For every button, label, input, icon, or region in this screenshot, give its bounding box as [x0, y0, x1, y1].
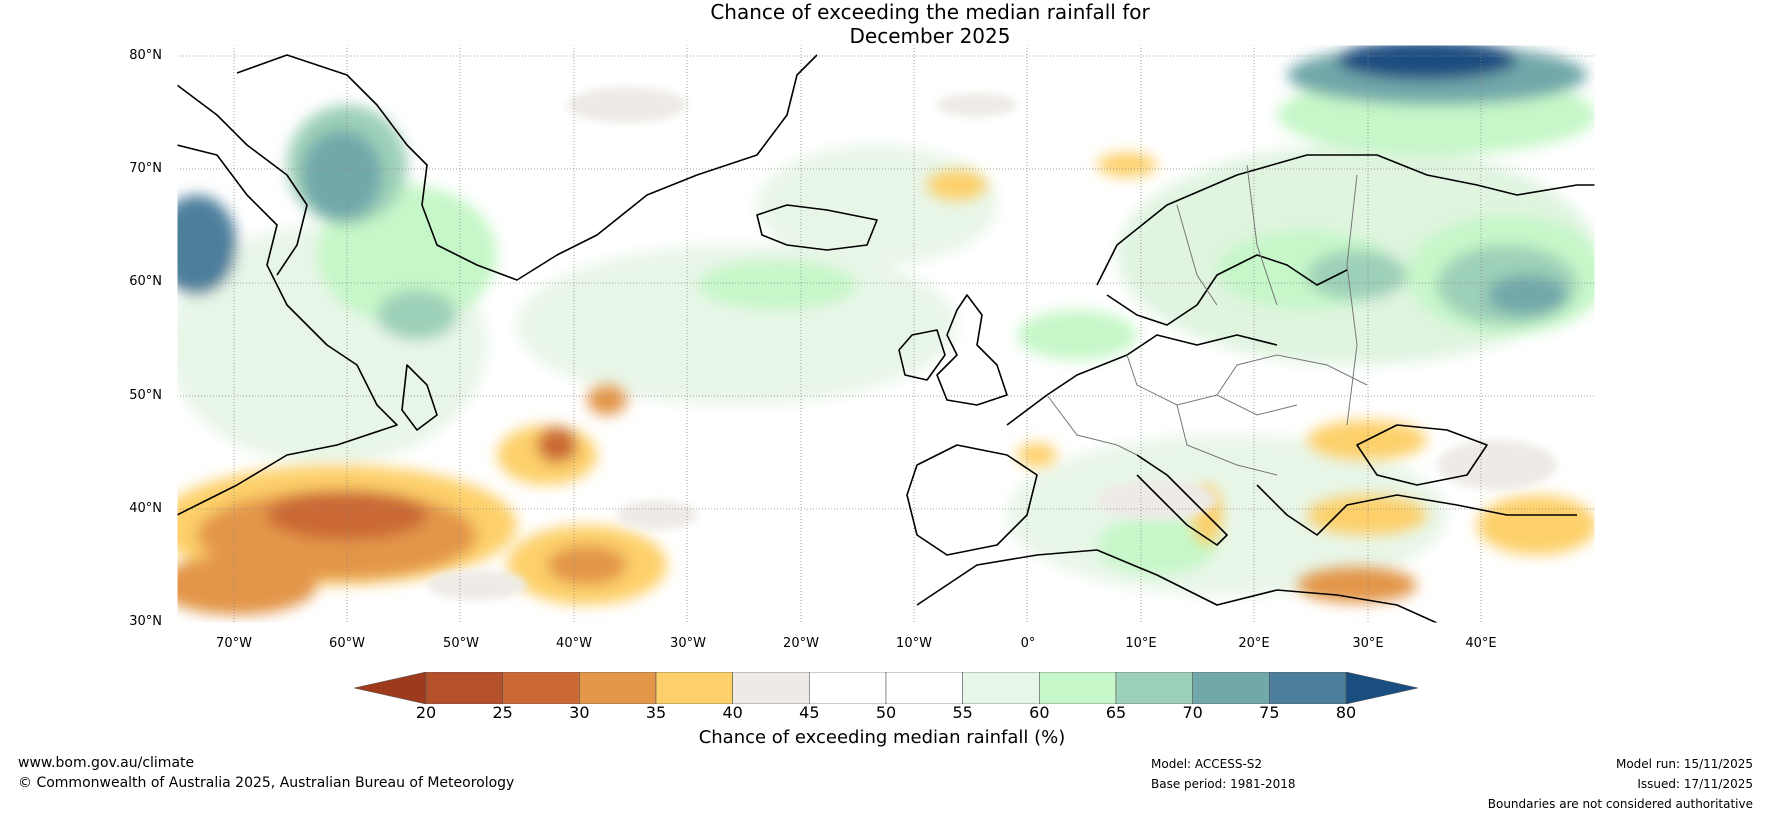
italy-coast — [1136, 454, 1228, 546]
lon-label-30w: 30°W — [670, 636, 706, 651]
copyright-text: © Commonwealth of Australia 2025, Austra… — [18, 775, 515, 791]
lat-label-80n: 80°N — [129, 48, 162, 63]
lon-label-40w: 40°W — [556, 636, 592, 651]
colorbar-tick-label: 30 — [569, 703, 590, 722]
colorbar-tick-label: 80 — [1335, 703, 1357, 722]
lon-label-10w: 10°W — [896, 636, 932, 651]
lon-label-40e: 40°E — [1465, 636, 1497, 651]
base-period-text: Base period: 1981-2018 — [1151, 777, 1296, 791]
colorbar-swatch — [1192, 672, 1270, 704]
iberia-coast — [906, 444, 1038, 556]
europe-coast — [1006, 334, 1278, 426]
issued-text: Issued: 17/11/2025 — [1637, 777, 1753, 791]
colorbar-swatch — [655, 672, 733, 704]
colorbar-tick-label: 20 — [415, 703, 437, 722]
colorbar-swatch — [1039, 672, 1117, 704]
colorbar-swatch — [732, 672, 810, 704]
lon-label-70w: 70°W — [216, 636, 252, 651]
model-text: Model: ACCESS-S2 — [1151, 757, 1263, 771]
near-normal-grey-patches — [427, 87, 1557, 600]
lat-label-60n: 60°N — [129, 274, 162, 289]
ireland-coast — [898, 329, 946, 381]
colorbar-swatch — [502, 672, 580, 704]
lat-label-70n: 70°N — [129, 161, 162, 176]
colorbar-tick-label: 35 — [645, 703, 667, 722]
colorbar-tick-label: 25 — [492, 703, 513, 722]
colorbar-swatch — [962, 672, 1040, 704]
colorbar-tick-label: 55 — [952, 703, 973, 722]
colorbar-tick-label: 75 — [1259, 703, 1280, 722]
website-link[interactable]: www.bom.gov.au/climate — [18, 755, 195, 771]
lon-label-30e: 30°E — [1352, 636, 1384, 651]
disclaimer-text: Boundaries are not considered authoritat… — [1487, 797, 1753, 811]
colorbar-extend-high — [1345, 672, 1418, 704]
colorbar-swatch — [579, 672, 657, 704]
map-title-line1: Chance of exceeding the median rainfall … — [710, 0, 1150, 24]
colorbar-tick-label: 65 — [1105, 703, 1127, 722]
newfoundland-coast — [401, 364, 438, 431]
great-britain-coast — [936, 294, 1008, 406]
lat-label-40n: 40°N — [129, 501, 162, 516]
lat-label-30n: 30°N — [129, 614, 162, 629]
colorbar — [354, 672, 1418, 704]
colorbar-swatch — [1269, 672, 1347, 704]
map-title: Chance of exceeding the median rainfall … — [0, 0, 1770, 48]
lat-label-50n: 50°N — [129, 388, 162, 403]
north-africa-coast — [916, 549, 1438, 623]
scandinavia-coast — [1096, 154, 1595, 286]
colorbar-label: Chance of exceeding median rainfall (%) — [698, 727, 1066, 748]
colorbar-swatch — [1115, 672, 1193, 704]
colorbar-tick-label: 70 — [1182, 703, 1203, 722]
lon-label-50w: 50°W — [443, 636, 479, 651]
lon-label-60w: 60°W — [329, 636, 365, 651]
iceland-coast — [756, 204, 878, 251]
colorbar-swatch — [885, 672, 963, 704]
colorbar-tick-label: 50 — [875, 703, 897, 722]
labrador-coast — [177, 84, 308, 276]
rainfall-map — [177, 45, 1595, 623]
map-title-line2: December 2025 — [849, 24, 1011, 48]
colorbar-tick-label: 60 — [1029, 703, 1050, 722]
balkans-turkey-coast — [1256, 484, 1577, 536]
graticule — [177, 45, 1595, 623]
colorbar-swatch — [809, 672, 887, 704]
lon-label-10e: 10°E — [1125, 636, 1157, 651]
country-borders — [1046, 164, 1368, 476]
black-sea-coast — [1356, 424, 1488, 486]
coastlines — [177, 54, 1595, 623]
colorbar-tick-label: 40 — [722, 703, 743, 722]
model-run-text: Model run: 15/11/2025 — [1615, 757, 1753, 771]
lon-label-20w: 20°W — [783, 636, 819, 651]
north-america-coast — [177, 144, 398, 516]
lon-label-20e: 20°E — [1238, 636, 1270, 651]
colorbar-tick-label: 45 — [799, 703, 820, 722]
baltic-coast — [1106, 254, 1348, 326]
lon-label-0: 0° — [1020, 636, 1036, 651]
colorbar-extend-low — [354, 672, 427, 704]
greenland-coast — [236, 54, 818, 281]
colorbar-swatch — [425, 672, 503, 704]
